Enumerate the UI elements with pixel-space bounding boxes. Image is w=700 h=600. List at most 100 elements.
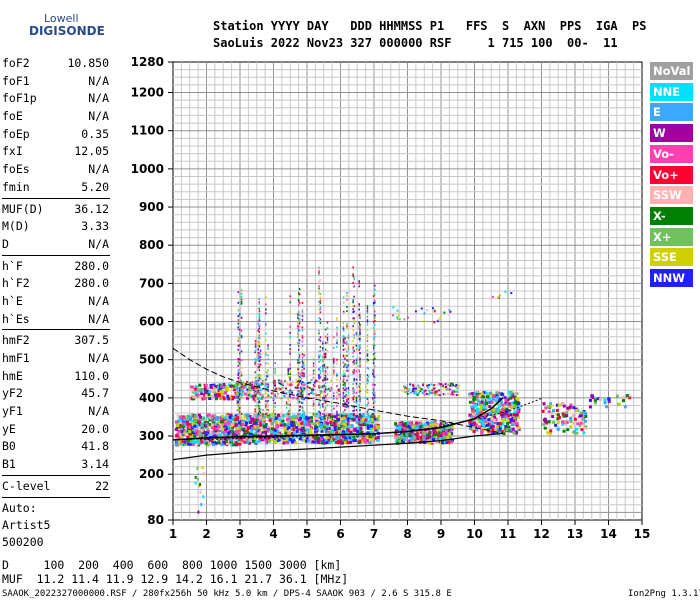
spread-echo <box>257 359 260 362</box>
echo-pixel <box>409 383 412 386</box>
spread-echo <box>374 323 376 326</box>
spread-echo <box>272 399 275 402</box>
spread-echo <box>358 370 360 373</box>
spread-echo <box>366 323 369 326</box>
echo-pixel <box>305 418 309 422</box>
echo-pixel <box>219 397 223 401</box>
spread-echo <box>342 370 345 373</box>
echo-pixel <box>231 396 235 400</box>
echo-pixel <box>333 419 337 423</box>
echo-pixel <box>484 422 488 426</box>
echo-pixel <box>286 383 289 386</box>
param-value: 0.35 <box>81 126 109 141</box>
spread-echo <box>324 382 327 385</box>
spread-echo <box>267 386 269 389</box>
param-row: h`F2 280.0 <box>2 275 110 293</box>
spread-echo <box>318 280 320 283</box>
spread-echo <box>302 364 304 367</box>
param-row: hmF1 N/A <box>2 350 110 368</box>
echo-pixel <box>210 438 214 442</box>
echo-pixel <box>413 430 417 434</box>
echo-pixel <box>542 422 546 426</box>
echo-pixel <box>245 433 249 437</box>
spread-echo <box>259 378 262 381</box>
echo-pixel <box>183 423 187 427</box>
spread-echo <box>319 395 322 398</box>
echo-pixel <box>621 399 625 403</box>
echo-pixel <box>232 384 236 388</box>
spread-echo <box>258 312 260 315</box>
echo-pixel <box>437 431 441 435</box>
echo-pixel <box>285 418 289 422</box>
echo-pixel <box>217 425 221 429</box>
echo-pixel <box>280 383 283 386</box>
echo-pixel <box>284 387 287 390</box>
echo-pixel <box>343 439 347 443</box>
spread-echo <box>259 408 262 411</box>
echo-pixel <box>186 435 190 439</box>
spread-echo <box>302 384 304 387</box>
param-row: fxI 12.05 <box>2 143 110 161</box>
echo-pixel <box>243 383 247 387</box>
echo-pixel <box>591 395 595 399</box>
echo-pixel <box>193 387 197 391</box>
echo-pixel <box>437 383 440 386</box>
spread-echo <box>289 389 291 392</box>
echo-pixel <box>517 407 521 411</box>
spread-echo <box>336 345 338 348</box>
spread-echo <box>237 326 240 329</box>
spread-echo <box>352 346 354 349</box>
echo-pixel <box>321 438 325 442</box>
spread-echo <box>302 372 304 375</box>
spread-echo <box>236 400 239 403</box>
spread-echo <box>237 337 240 340</box>
echo-pixel <box>374 420 378 424</box>
spread-echo <box>372 370 375 373</box>
echo-pixel <box>410 430 414 434</box>
echo-pixel <box>405 423 409 427</box>
echo-pixel <box>245 440 249 444</box>
spread-echo <box>342 336 345 339</box>
spread-echo <box>239 318 241 321</box>
spread-echo <box>240 367 243 370</box>
echo-pixel <box>408 421 412 425</box>
echo-pixel <box>213 430 217 434</box>
spread-echo <box>297 336 299 339</box>
spread-echo <box>297 390 299 393</box>
spread-echo <box>236 402 239 405</box>
spread-echo <box>302 401 304 404</box>
param-row: fmin 5.20 <box>2 179 110 197</box>
echo-pixel <box>225 414 229 418</box>
spread-echo <box>274 394 276 397</box>
spread-echo <box>289 383 291 386</box>
echo-pixel <box>204 433 208 437</box>
echo-pixel <box>314 392 317 395</box>
spread-echo <box>372 397 374 400</box>
echo-pixel <box>259 393 262 396</box>
echo-pixel <box>219 389 223 393</box>
spread-echo <box>322 355 324 358</box>
spread-echo <box>355 358 358 361</box>
spread-echo <box>346 336 348 339</box>
spread-echo <box>265 403 267 406</box>
spread-echo <box>266 387 268 390</box>
echo-pixel <box>426 384 429 387</box>
spread-echo <box>254 363 256 366</box>
spread-echo <box>347 344 350 347</box>
spread-echo <box>299 375 302 378</box>
echo-pixel <box>416 389 419 392</box>
echo-pixel <box>204 394 208 398</box>
spread-echo <box>326 341 329 344</box>
echo-pixel <box>203 440 207 444</box>
echo-pixel <box>515 392 519 396</box>
spread-echo <box>374 411 376 414</box>
echo-pixel <box>403 438 407 442</box>
spread-echo <box>352 275 354 278</box>
spread-echo <box>254 379 257 382</box>
echo-pixel <box>407 389 410 392</box>
echo-pixel <box>478 419 482 423</box>
spread-echo <box>366 319 369 322</box>
spread-echo <box>346 359 348 362</box>
spread-echo <box>297 320 300 323</box>
spread-echo <box>265 303 267 306</box>
